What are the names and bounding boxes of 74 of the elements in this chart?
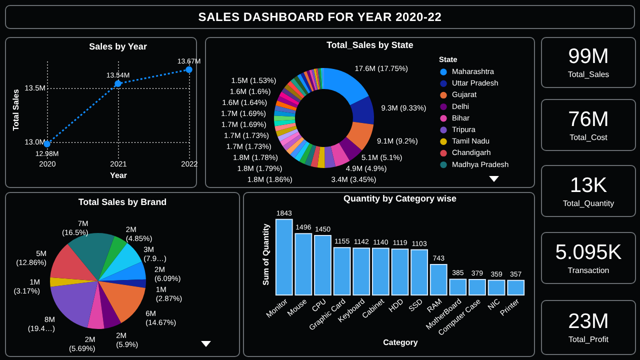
donut-slice	[314, 68, 320, 90]
point	[114, 80, 122, 87]
donut-slice	[319, 68, 322, 90]
pie-slice	[98, 236, 128, 281]
x-axis-title: Year	[110, 171, 127, 180]
donut-slice	[274, 120, 296, 126]
pie-slice	[50, 244, 98, 281]
donut-slice	[294, 141, 310, 162]
donut-slice	[290, 78, 307, 96]
pie-slice	[50, 277, 98, 287]
donut-slice	[287, 80, 305, 98]
text: 5.095K	[555, 240, 622, 264]
text: Total_Quantity	[562, 198, 614, 208]
donut-slice	[282, 88, 301, 103]
donut-slice	[300, 72, 312, 92]
text: SALES DASHBOARD FOR YEAR 2020-22	[5, 5, 635, 29]
donut-slice	[306, 70, 316, 91]
donut-slice	[299, 143, 313, 164]
donut-slice	[309, 70, 317, 90]
donut-slice	[277, 96, 298, 108]
donut-slice	[278, 128, 298, 142]
text: 13K	[570, 174, 608, 196]
donut-slice	[312, 69, 318, 90]
donut-slice	[280, 132, 300, 146]
text: 23M	[568, 310, 609, 333]
chart-title: Quantity by Category wise	[343, 193, 457, 204]
text: Transaction	[568, 266, 610, 274]
pie-slice	[98, 281, 122, 329]
donut-slice	[286, 136, 304, 155]
bar	[410, 249, 428, 296]
bar	[391, 248, 409, 296]
text: 76M	[568, 108, 609, 130]
pie-slice	[87, 281, 104, 329]
text: Total_Profit	[568, 335, 609, 344]
chart-title: Sales by Year	[89, 42, 148, 52]
donut-slice	[330, 142, 350, 167]
donut-slice	[276, 126, 298, 137]
pie-slice	[98, 279, 146, 288]
y-axis-title: Sum of Quantity	[262, 223, 270, 286]
donut-slice	[274, 105, 296, 114]
text: Total_Sales	[568, 70, 610, 79]
donut-slice	[279, 92, 300, 106]
donut-slice	[324, 146, 336, 168]
pie-slice	[98, 262, 146, 281]
bar	[372, 248, 390, 296]
chart-title: Total Sales by Brand	[78, 197, 167, 207]
donut-slice	[297, 74, 310, 94]
pie-slice	[98, 242, 142, 281]
donut-slice	[304, 71, 314, 92]
point	[186, 66, 192, 73]
text: Total_Cost	[570, 132, 608, 142]
donut-slice	[304, 144, 316, 166]
donut-slice	[317, 146, 325, 168]
bar	[314, 235, 332, 296]
donut-slice	[346, 122, 374, 151]
donut-slice	[310, 146, 320, 168]
donut-slice	[274, 116, 296, 121]
donut-slice	[276, 100, 297, 111]
y-axis-title: Total Sales	[12, 88, 21, 131]
donut-slice	[350, 96, 374, 125]
bar	[468, 278, 486, 296]
donut-slice	[318, 68, 322, 90]
donut-slice	[294, 76, 308, 95]
pie-slice	[98, 281, 146, 324]
x-axis-title: Category	[383, 338, 418, 348]
donut-slice	[282, 134, 302, 151]
donut-slice	[316, 68, 320, 90]
donut-slice	[284, 84, 303, 100]
chart-title: Total_Sales by State	[326, 40, 414, 50]
text: 99M	[568, 45, 609, 68]
donut-slice	[290, 139, 307, 158]
donut-slice	[274, 110, 296, 117]
donut-slice	[274, 122, 296, 132]
donut-slice	[338, 136, 362, 161]
